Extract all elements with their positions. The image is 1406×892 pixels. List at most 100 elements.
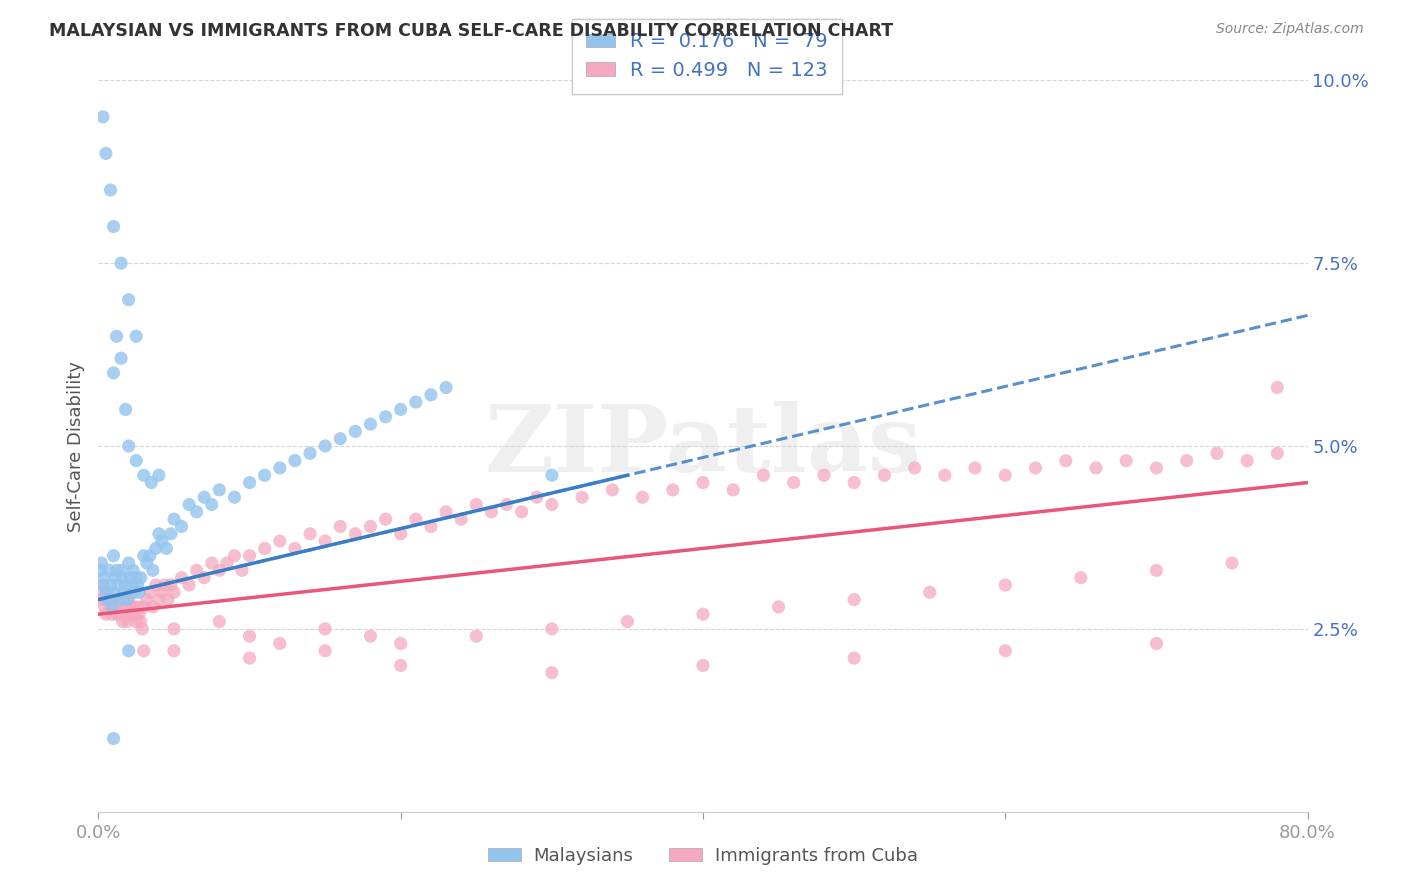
Point — [160, 578, 183, 592]
Point — [170, 571, 193, 585]
Point — [510, 505, 533, 519]
Point — [186, 505, 208, 519]
Point — [918, 585, 941, 599]
Point — [121, 578, 143, 592]
Point — [91, 578, 114, 592]
Point — [465, 498, 488, 512]
Point — [110, 256, 132, 270]
Point — [145, 541, 167, 556]
Point — [135, 592, 157, 607]
Point — [405, 395, 427, 409]
Point — [284, 541, 307, 556]
Legend: Malaysians, Immigrants from Cuba: Malaysians, Immigrants from Cuba — [479, 838, 927, 874]
Point — [125, 453, 148, 467]
Point — [329, 432, 352, 446]
Text: ZIPatlas: ZIPatlas — [485, 401, 921, 491]
Point — [239, 475, 262, 490]
Point — [101, 607, 124, 622]
Point — [389, 658, 412, 673]
Point — [434, 505, 457, 519]
Point — [329, 519, 352, 533]
Point — [89, 563, 111, 577]
Point — [374, 512, 396, 526]
Point — [994, 578, 1017, 592]
Point — [100, 183, 122, 197]
Point — [148, 468, 170, 483]
Point — [112, 599, 135, 614]
Point — [813, 468, 835, 483]
Point — [360, 519, 382, 533]
Point — [284, 453, 307, 467]
Point — [1024, 461, 1046, 475]
Point — [139, 549, 162, 563]
Point — [1206, 446, 1229, 460]
Point — [1175, 453, 1198, 467]
Point — [540, 665, 562, 680]
Point — [179, 498, 201, 512]
Point — [481, 505, 503, 519]
Point — [91, 110, 114, 124]
Point — [465, 629, 488, 643]
Point — [118, 439, 141, 453]
Point — [98, 563, 121, 577]
Point — [314, 622, 336, 636]
Point — [616, 615, 638, 629]
Point — [94, 607, 117, 622]
Point — [104, 599, 127, 614]
Point — [344, 425, 367, 439]
Point — [111, 571, 134, 585]
Point — [91, 578, 114, 592]
Point — [269, 636, 291, 650]
Point — [389, 402, 412, 417]
Point — [100, 599, 122, 614]
Point — [389, 636, 412, 650]
Point — [114, 402, 136, 417]
Point — [124, 585, 146, 599]
Point — [142, 563, 165, 577]
Point — [253, 468, 276, 483]
Point — [1054, 453, 1077, 467]
Point — [540, 622, 562, 636]
Point — [93, 571, 115, 585]
Point — [148, 526, 170, 541]
Point — [1070, 571, 1092, 585]
Point — [215, 556, 238, 570]
Point — [121, 607, 143, 622]
Point — [224, 549, 246, 563]
Point — [94, 585, 117, 599]
Point — [360, 629, 382, 643]
Point — [115, 615, 138, 629]
Point — [314, 439, 336, 453]
Point — [692, 658, 714, 673]
Point — [132, 599, 155, 614]
Point — [193, 571, 215, 585]
Point — [163, 622, 186, 636]
Point — [120, 599, 142, 614]
Point — [224, 490, 246, 504]
Point — [844, 592, 866, 607]
Y-axis label: Self-Care Disability: Self-Care Disability — [66, 360, 84, 532]
Point — [723, 483, 745, 497]
Point — [434, 380, 457, 394]
Point — [239, 651, 262, 665]
Point — [160, 526, 183, 541]
Point — [110, 607, 132, 622]
Point — [1115, 453, 1137, 467]
Point — [103, 592, 125, 607]
Point — [93, 599, 115, 614]
Point — [231, 563, 253, 577]
Point — [692, 475, 714, 490]
Point — [163, 585, 186, 599]
Point — [1220, 556, 1243, 570]
Point — [105, 563, 128, 577]
Point — [179, 578, 201, 592]
Point — [571, 490, 593, 504]
Point — [420, 388, 443, 402]
Point — [156, 592, 179, 607]
Point — [752, 468, 775, 483]
Point — [495, 498, 517, 512]
Point — [118, 644, 141, 658]
Point — [128, 607, 150, 622]
Point — [103, 219, 125, 234]
Point — [111, 615, 134, 629]
